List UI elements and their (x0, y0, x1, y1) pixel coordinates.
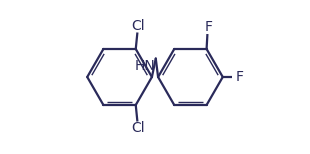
Text: Cl: Cl (131, 121, 145, 135)
Text: F: F (204, 20, 212, 34)
Text: Cl: Cl (131, 19, 145, 33)
Text: HN: HN (134, 59, 155, 73)
Text: F: F (236, 70, 244, 84)
